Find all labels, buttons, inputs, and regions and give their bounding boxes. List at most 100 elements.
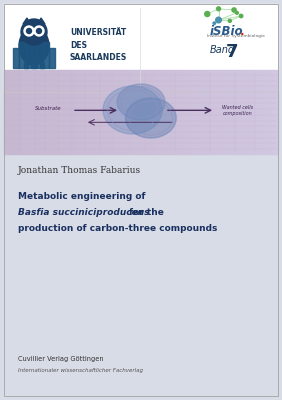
- Bar: [77, 70, 81, 154]
- Circle shape: [27, 28, 32, 34]
- Bar: [18, 70, 22, 154]
- Bar: [45, 70, 50, 154]
- Bar: [43, 42, 49, 68]
- Bar: [214, 70, 219, 154]
- Ellipse shape: [19, 27, 49, 65]
- Text: .: .: [240, 25, 245, 38]
- Bar: [19, 42, 25, 68]
- Circle shape: [24, 26, 34, 36]
- Bar: [72, 70, 77, 154]
- Text: Internationaler wissenschaftlicher Fachverlag: Internationaler wissenschaftlicher Fachv…: [18, 368, 143, 373]
- Bar: [132, 70, 136, 154]
- Bar: [22, 70, 27, 154]
- Ellipse shape: [117, 84, 165, 120]
- Bar: [136, 70, 141, 154]
- Bar: [13, 48, 19, 68]
- Text: production of carbon-three compounds: production of carbon-three compounds: [18, 224, 217, 233]
- Bar: [141, 70, 146, 154]
- Bar: [201, 70, 205, 154]
- Bar: [246, 70, 251, 154]
- Bar: [109, 70, 114, 154]
- Text: UNIVERSITÄT
DES
SAARLANDES: UNIVERSITÄT DES SAARLANDES: [70, 28, 127, 62]
- Text: 7: 7: [226, 43, 238, 61]
- Bar: [24, 63, 28, 68]
- Bar: [32, 63, 36, 68]
- Text: Jonathan Thomas Fabarius: Jonathan Thomas Fabarius: [18, 166, 141, 175]
- Bar: [41, 70, 45, 154]
- Circle shape: [34, 26, 44, 36]
- Text: Wanted cells
composition: Wanted cells composition: [222, 105, 254, 116]
- Bar: [191, 70, 196, 154]
- Bar: [31, 44, 37, 68]
- Bar: [251, 70, 255, 154]
- Circle shape: [205, 12, 210, 16]
- Bar: [100, 70, 104, 154]
- Bar: [228, 70, 232, 154]
- Bar: [37, 40, 43, 68]
- Bar: [4, 154, 278, 396]
- Bar: [232, 70, 237, 154]
- Bar: [25, 40, 31, 68]
- Bar: [168, 70, 173, 154]
- Bar: [196, 70, 201, 154]
- Bar: [4, 70, 8, 154]
- Text: Cuvillier Verlag Göttingen: Cuvillier Verlag Göttingen: [18, 356, 103, 362]
- Text: Band: Band: [210, 45, 235, 55]
- Bar: [50, 70, 54, 154]
- Ellipse shape: [125, 98, 176, 138]
- Bar: [40, 63, 44, 68]
- Circle shape: [235, 11, 238, 14]
- Bar: [241, 70, 246, 154]
- Bar: [274, 70, 278, 154]
- Bar: [260, 70, 264, 154]
- Circle shape: [239, 14, 243, 18]
- Bar: [31, 70, 36, 154]
- Bar: [54, 70, 59, 154]
- Text: Basfia succiniciproducens: Basfia succiniciproducens: [18, 208, 149, 217]
- Bar: [68, 70, 72, 154]
- Circle shape: [216, 17, 221, 23]
- Bar: [118, 70, 123, 154]
- Polygon shape: [23, 18, 30, 24]
- Bar: [59, 70, 63, 154]
- Bar: [127, 70, 132, 154]
- Bar: [182, 70, 187, 154]
- Bar: [36, 70, 41, 154]
- Bar: [4, 4, 278, 92]
- Bar: [104, 70, 109, 154]
- Bar: [81, 70, 86, 154]
- Bar: [164, 70, 168, 154]
- Bar: [150, 70, 155, 154]
- Circle shape: [213, 22, 215, 24]
- Bar: [95, 70, 100, 154]
- Bar: [237, 70, 241, 154]
- Text: Institut für Systembiologie: Institut für Systembiologie: [207, 34, 265, 38]
- Ellipse shape: [103, 86, 162, 134]
- Bar: [159, 70, 164, 154]
- Text: iSBio: iSBio: [210, 25, 244, 38]
- Text: for the: for the: [126, 208, 164, 217]
- Bar: [13, 70, 18, 154]
- Circle shape: [21, 19, 47, 45]
- Bar: [173, 70, 178, 154]
- Bar: [205, 70, 210, 154]
- Circle shape: [36, 28, 41, 34]
- Bar: [8, 70, 13, 154]
- Circle shape: [217, 7, 221, 11]
- Bar: [123, 70, 127, 154]
- Text: Metabolic engineering of: Metabolic engineering of: [18, 192, 146, 201]
- Bar: [146, 70, 150, 154]
- Bar: [114, 70, 118, 154]
- Circle shape: [228, 19, 231, 22]
- Bar: [255, 70, 260, 154]
- Bar: [223, 70, 228, 154]
- Bar: [86, 70, 91, 154]
- Bar: [210, 70, 214, 154]
- Circle shape: [232, 8, 236, 12]
- Text: Substrate: Substrate: [35, 106, 61, 111]
- Bar: [91, 70, 95, 154]
- Bar: [155, 70, 159, 154]
- Polygon shape: [38, 18, 45, 24]
- Bar: [49, 48, 55, 68]
- Bar: [27, 70, 31, 154]
